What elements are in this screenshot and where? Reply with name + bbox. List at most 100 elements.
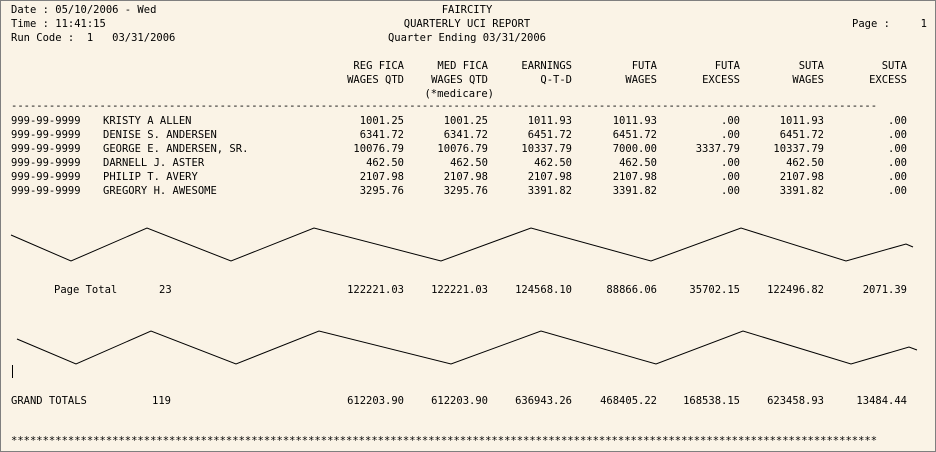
grand-total-label: GRAND TOTALS [11, 395, 87, 407]
ssn-cell: 999-99-9999 [11, 143, 81, 155]
ssn-cell: 999-99-9999 [11, 129, 81, 141]
total-cell: 122496.82 [767, 284, 824, 296]
value-cell: 3391.82 [527, 185, 572, 197]
total-cell: 2071.39 [862, 284, 907, 296]
value-cell: 10076.79 [353, 143, 404, 155]
value-cell: 6341.72 [359, 129, 404, 141]
col-med-fica-line2: WAGES QTD [431, 74, 488, 86]
total-cell: 35702.15 [689, 284, 740, 296]
grand-total-cell: 612203.90 [347, 395, 404, 407]
run-code: Run Code : 1 03/31/2006 [11, 32, 176, 44]
report-date: Date : 05/10/2006 - Wed [11, 4, 157, 16]
grand-total-cell: 612203.90 [431, 395, 488, 407]
grand-total-cell: 168538.15 [683, 395, 740, 407]
value-cell: 10337.79 [521, 143, 572, 155]
col-suta-wages-line1: SUTA [798, 60, 824, 72]
value-cell: 1011.93 [527, 115, 572, 127]
value-cell: .00 [721, 115, 740, 127]
value-cell: 1001.25 [443, 115, 488, 127]
value-cell: 3391.82 [612, 185, 657, 197]
value-cell: .00 [888, 143, 907, 155]
report-time: Time : 11:41:15 [11, 18, 106, 30]
value-cell: 6451.72 [527, 129, 572, 141]
value-cell: .00 [888, 115, 907, 127]
value-cell: 462.50 [786, 157, 824, 169]
value-cell: .00 [888, 129, 907, 141]
col-futa-wages-line1: FUTA [631, 60, 657, 72]
value-cell: 462.50 [450, 157, 488, 169]
value-cell: 7000.00 [612, 143, 657, 155]
grand-total-cell: 623458.93 [767, 395, 824, 407]
value-cell: 3391.82 [779, 185, 824, 197]
ssn-cell: 999-99-9999 [11, 115, 81, 127]
value-cell: 3295.76 [359, 185, 404, 197]
footer-stars: ****************************************… [11, 435, 878, 447]
employee-name-cell: GREGORY H. AWESOME [103, 185, 217, 197]
value-cell: .00 [721, 171, 740, 183]
page-total-count: 23 [159, 284, 172, 296]
value-cell: 2107.98 [527, 171, 572, 183]
ssn-cell: 999-99-9999 [11, 185, 81, 197]
page-total-label: Page Total [54, 284, 118, 296]
value-cell: 10337.79 [773, 143, 824, 155]
report-title: QUARTERLY UCI REPORT [403, 18, 531, 30]
col-reg-fica-line2: WAGES QTD [347, 74, 404, 86]
employee-name-cell: DARNELL J. ASTER [103, 157, 205, 169]
value-cell: 2107.98 [359, 171, 404, 183]
value-cell: .00 [721, 129, 740, 141]
page-break-tear [10, 227, 914, 262]
col-reg-fica-line1: REG FICA [353, 60, 404, 72]
value-cell: 6451.72 [612, 129, 657, 141]
page-number: 1 [920, 18, 927, 30]
col-earnings-line1: EARNINGS [521, 60, 572, 72]
value-cell: 10076.79 [437, 143, 488, 155]
value-cell: 3295.76 [443, 185, 488, 197]
value-cell: 462.50 [619, 157, 657, 169]
page-label: Page : [852, 18, 890, 30]
ssn-cell: 999-99-9999 [11, 157, 81, 169]
employee-name-cell: PHILIP T. AVERY [103, 171, 198, 183]
col-futa-excess-line2: EXCESS [702, 74, 740, 86]
value-cell: 1011.93 [612, 115, 657, 127]
employee-name-cell: KRISTY A ALLEN [103, 115, 192, 127]
col-med-fica-line3: (*medicare) [424, 88, 494, 100]
grand-total-cell: 13484.44 [856, 395, 907, 407]
value-cell: .00 [721, 185, 740, 197]
col-earnings-line2: Q-T-D [540, 74, 572, 86]
value-cell: 6451.72 [779, 129, 824, 141]
quarter-ending: Quarter Ending 03/31/2006 [387, 32, 547, 44]
employee-name-cell: GEORGE E. ANDERSEN, SR. [103, 143, 249, 155]
value-cell: 462.50 [534, 157, 572, 169]
header-separator: ----------------------------------------… [11, 100, 878, 112]
employee-name-cell: DENISE S. ANDERSEN [103, 129, 217, 141]
value-cell: 1011.93 [779, 115, 824, 127]
value-cell: .00 [888, 185, 907, 197]
total-cell: 88866.06 [606, 284, 657, 296]
total-cell: 124568.10 [515, 284, 572, 296]
grand-total-cell: 468405.22 [600, 395, 657, 407]
total-cell: 122221.03 [431, 284, 488, 296]
value-cell: 6341.72 [443, 129, 488, 141]
grand-total-cell: 636943.26 [515, 395, 572, 407]
value-cell: 2107.98 [443, 171, 488, 183]
grand-total-count: 119 [152, 395, 171, 407]
col-futa-excess-line1: FUTA [714, 60, 740, 72]
value-cell: 3337.79 [695, 143, 740, 155]
value-cell: .00 [721, 157, 740, 169]
page-break-tear [16, 330, 918, 365]
col-suta-excess-line1: SUTA [881, 60, 907, 72]
total-cell: 122221.03 [347, 284, 404, 296]
col-futa-wages-line2: WAGES [625, 74, 657, 86]
col-med-fica-line1: MED FICA [437, 60, 488, 72]
text-cursor [12, 365, 13, 378]
value-cell: 2107.98 [779, 171, 824, 183]
col-suta-excess-line2: EXCESS [869, 74, 907, 86]
value-cell: 462.50 [366, 157, 404, 169]
company-name: FAIRCITY [441, 4, 493, 16]
value-cell: 1001.25 [359, 115, 404, 127]
value-cell: 2107.98 [612, 171, 657, 183]
value-cell: .00 [888, 171, 907, 183]
value-cell: .00 [888, 157, 907, 169]
col-suta-wages-line2: WAGES [792, 74, 824, 86]
